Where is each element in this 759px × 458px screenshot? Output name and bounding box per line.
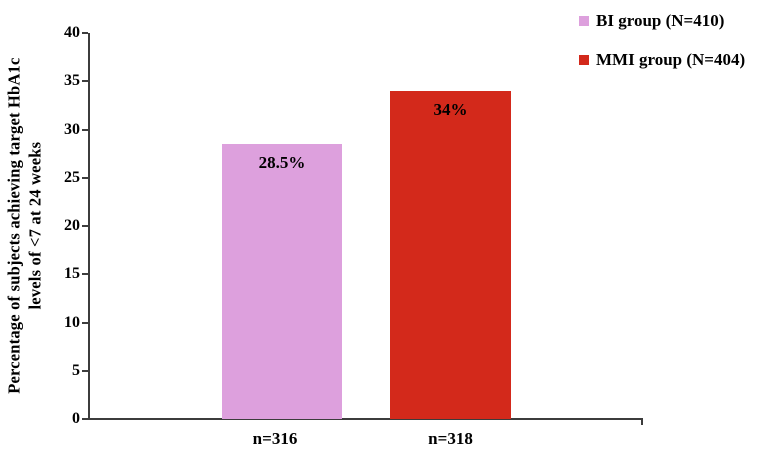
legend-swatch-mmi-icon: [579, 55, 589, 65]
y-tick-label: 20: [64, 217, 80, 234]
y-tick: [82, 128, 88, 131]
y-tick-label: 10: [64, 313, 80, 331]
category-label-n318: n=318: [428, 429, 473, 448]
x-axis-end-tick: [641, 418, 643, 425]
y-axis-line: [88, 33, 90, 419]
y-tick: [82, 176, 88, 179]
y-tick: [82, 369, 88, 372]
y-tick: [82, 418, 88, 420]
legend-swatch-bi-icon: [579, 16, 589, 26]
bar-mmi-group: 34%: [390, 90, 511, 419]
legend-label-mmi: MMI group (N=404): [596, 50, 746, 69]
category-label-n316: n=316: [252, 429, 298, 448]
y-tick-label: 15: [64, 265, 80, 283]
y-tick: [82, 80, 88, 83]
legend-item-mmi-group: MMI group (N=404): [579, 50, 745, 70]
y-tick-label: 25: [64, 168, 80, 186]
y-tick: [82, 225, 88, 227]
x-axis-line: [88, 418, 643, 420]
y-tick-label: 30: [64, 120, 80, 138]
y-tick-label: 0: [72, 410, 80, 427]
y-tick: [82, 321, 88, 324]
bar-mmi-value-label: 34%: [433, 99, 468, 119]
bar-bi-group: 28.5%: [222, 143, 342, 419]
y-tick-label: 35: [64, 72, 80, 90]
legend-label-bi: BI group (N=410): [596, 11, 725, 30]
legend: BI group (N=410) MMI group (N=404): [579, 11, 745, 89]
legend-item-bi-group: BI group (N=410): [579, 11, 745, 31]
y-tick: [82, 273, 88, 276]
y-tick-label: 40: [64, 24, 80, 41]
y-tick-label: 5: [72, 361, 80, 379]
bar-bi-value-label: 28.5%: [258, 152, 306, 172]
y-axis-title-line1: Percentage of subjects achieving target …: [4, 57, 24, 394]
y-tick: [82, 32, 88, 34]
